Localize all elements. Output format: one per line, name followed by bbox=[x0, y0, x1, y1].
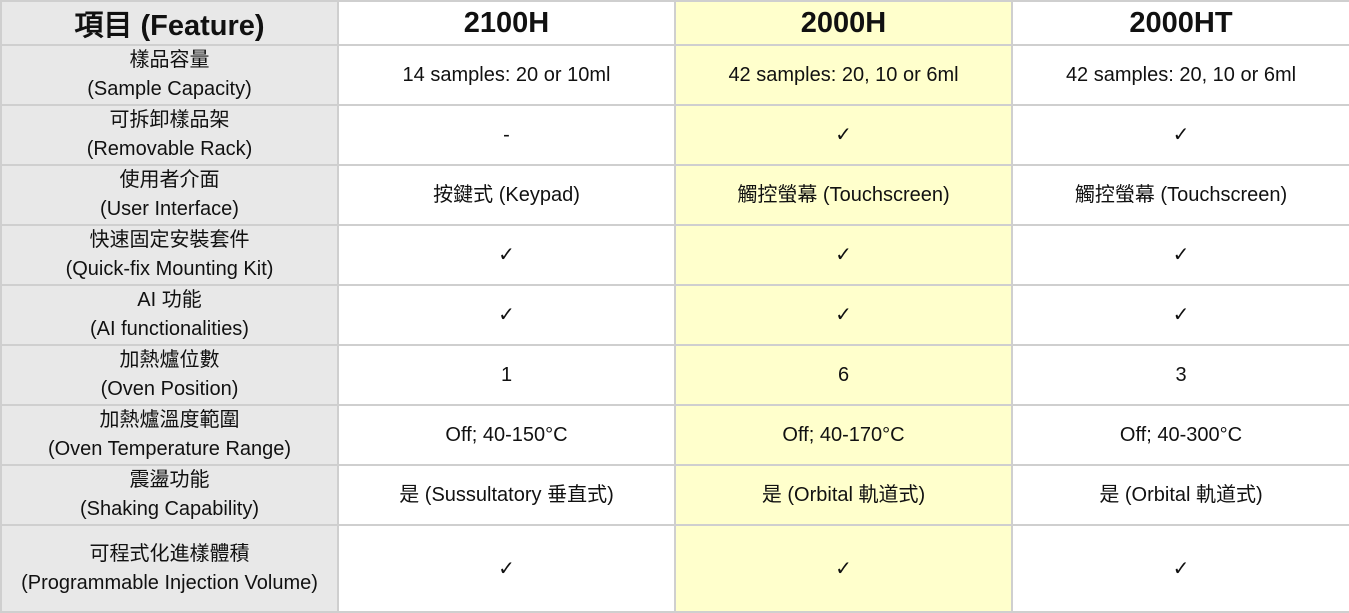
checkmark-icon: ✓ bbox=[337, 224, 676, 286]
feature-cell: 震盪功能 (Shaking Capability) bbox=[0, 464, 339, 526]
feature-cell: 樣品容量 (Sample Capacity) bbox=[0, 44, 339, 106]
feature-name-zh: 震盪功能 bbox=[129, 469, 210, 491]
feature-name-en: (Shaking Capability) bbox=[80, 498, 259, 520]
feature-name-en: (AI functionalities) bbox=[90, 318, 249, 340]
table-row: 可拆卸樣品架 (Removable Rack) - ✓ ✓ bbox=[0, 104, 1349, 166]
table-row: AI 功能 (AI functionalities) ✓ ✓ ✓ bbox=[0, 284, 1349, 346]
header-model-2100h: 2100H bbox=[337, 0, 676, 46]
value-cell: 42 samples: 20, 10 or 6ml bbox=[674, 44, 1013, 106]
checkmark-icon: ✓ bbox=[674, 284, 1013, 346]
value-cell: - bbox=[337, 104, 676, 166]
feature-name-zh: 樣品容量 bbox=[129, 49, 210, 71]
feature-cell: 可拆卸樣品架 (Removable Rack) bbox=[0, 104, 339, 166]
value-cell: 觸控螢幕 (Touchscreen) bbox=[674, 164, 1013, 226]
value-cell: 是 (Orbital 軌道式) bbox=[674, 464, 1013, 526]
feature-cell: 加熱爐溫度範圍 (Oven Temperature Range) bbox=[0, 404, 339, 466]
checkmark-icon: ✓ bbox=[337, 524, 676, 613]
feature-name-zh: 加熱爐溫度範圍 bbox=[99, 409, 240, 431]
checkmark-icon: ✓ bbox=[1011, 224, 1349, 286]
checkmark-icon: ✓ bbox=[1011, 524, 1349, 613]
feature-name-en: (Programmable Injection Volume) bbox=[21, 571, 318, 594]
checkmark-icon: ✓ bbox=[674, 224, 1013, 286]
feature-name-en: (Oven Temperature Range) bbox=[47, 438, 292, 460]
table-row: 加熱爐位數 (Oven Position) 1 6 3 bbox=[0, 344, 1349, 406]
header-row: 項目 (Feature) 2100H 2000H 2000HT bbox=[0, 0, 1349, 46]
value-cell: 3 bbox=[1011, 344, 1349, 406]
feature-name-zh: 可拆卸樣品架 bbox=[109, 109, 230, 131]
feature-name-zh: 可程式化進樣體積 bbox=[89, 542, 250, 565]
value-cell: 42 samples: 20, 10 or 6ml bbox=[1011, 44, 1349, 106]
table-row: 樣品容量 (Sample Capacity) 14 samples: 20 or 1… bbox=[0, 44, 1349, 106]
feature-cell: 可程式化進樣體積 (Programmable Injection Volume) bbox=[0, 524, 339, 613]
table-row: 加熱爐溫度範圍 (Oven Temperature Range) Off; 40-1… bbox=[0, 404, 1349, 466]
table-row: 可程式化進樣體積 (Programmable Injection Volume) ✓… bbox=[0, 524, 1349, 613]
feature-name-en: (Sample Capacity) bbox=[87, 78, 252, 100]
feature-cell: 加熱爐位數 (Oven Position) bbox=[0, 344, 339, 406]
feature-cell: 快速固定安裝套件 (Quick-fix Mounting Kit) bbox=[0, 224, 339, 286]
feature-name-zh: 加熱爐位數 bbox=[119, 349, 220, 371]
feature-name-en: (Oven Position) bbox=[100, 378, 239, 400]
feature-name-zh: 使用者介面 bbox=[119, 169, 220, 191]
value-cell: Off; 40-150°C bbox=[337, 404, 676, 466]
checkmark-icon: ✓ bbox=[337, 284, 676, 346]
table-row: 快速固定安裝套件 (Quick-fix Mounting Kit) ✓ ✓ ✓ bbox=[0, 224, 1349, 286]
header-feature: 項目 (Feature) bbox=[0, 0, 339, 46]
value-cell: 按鍵式 (Keypad) bbox=[337, 164, 676, 226]
value-cell: 6 bbox=[674, 344, 1013, 406]
feature-name-en: (Quick-fix Mounting Kit) bbox=[65, 258, 274, 280]
header-model-2000h: 2000H bbox=[674, 0, 1013, 46]
feature-name-en: (Removable Rack) bbox=[86, 138, 253, 160]
value-cell: 14 samples: 20 or 10ml bbox=[337, 44, 676, 106]
value-cell: Off; 40-170°C bbox=[674, 404, 1013, 466]
feature-name-zh: 快速固定安裝套件 bbox=[89, 229, 250, 251]
checkmark-icon: ✓ bbox=[1011, 284, 1349, 346]
checkmark-icon: ✓ bbox=[1011, 104, 1349, 166]
value-cell: 是 (Orbital 軌道式) bbox=[1011, 464, 1349, 526]
value-cell: Off; 40-300°C bbox=[1011, 404, 1349, 466]
header-model-2000ht: 2000HT bbox=[1011, 0, 1349, 46]
feature-cell: 使用者介面 (User Interface) bbox=[0, 164, 339, 226]
feature-name-en: (User Interface) bbox=[100, 198, 239, 220]
value-cell: 1 bbox=[337, 344, 676, 406]
value-cell: 觸控螢幕 (Touchscreen) bbox=[1011, 164, 1349, 226]
checkmark-icon: ✓ bbox=[674, 104, 1013, 166]
checkmark-icon: ✓ bbox=[674, 524, 1013, 613]
table-row: 震盪功能 (Shaking Capability) 是 (Sussultatory … bbox=[0, 464, 1349, 526]
feature-name-zh: AI 功能 bbox=[137, 289, 202, 311]
feature-cell: AI 功能 (AI functionalities) bbox=[0, 284, 339, 346]
value-cell: 是 (Sussultatory 垂直式) bbox=[337, 464, 676, 526]
table-row: 使用者介面 (User Interface) 按鍵式 (Keypad) 觸控螢幕 (T… bbox=[0, 164, 1349, 226]
